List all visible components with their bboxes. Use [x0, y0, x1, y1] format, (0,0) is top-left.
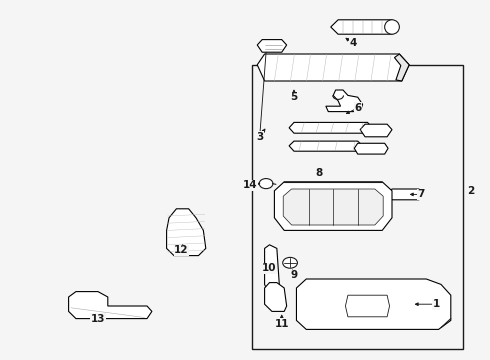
- Polygon shape: [326, 90, 363, 112]
- Circle shape: [283, 257, 297, 268]
- Polygon shape: [283, 189, 383, 225]
- Polygon shape: [69, 292, 152, 319]
- Polygon shape: [360, 124, 392, 137]
- Polygon shape: [167, 209, 206, 256]
- Polygon shape: [274, 182, 392, 230]
- Bar: [252, 65, 463, 349]
- Text: 3: 3: [256, 132, 263, 142]
- Polygon shape: [354, 143, 388, 154]
- Text: 12: 12: [174, 245, 189, 255]
- Polygon shape: [265, 245, 279, 290]
- Polygon shape: [289, 122, 372, 133]
- Polygon shape: [394, 54, 409, 81]
- Text: 8: 8: [315, 168, 322, 178]
- Circle shape: [259, 179, 273, 189]
- Text: 5: 5: [291, 92, 297, 102]
- Ellipse shape: [385, 20, 399, 34]
- Text: 11: 11: [274, 319, 289, 329]
- Polygon shape: [289, 141, 363, 151]
- Text: 6: 6: [354, 103, 361, 113]
- Text: 1: 1: [433, 299, 440, 309]
- Polygon shape: [257, 40, 287, 52]
- Polygon shape: [257, 54, 409, 81]
- Text: 7: 7: [417, 189, 425, 199]
- Polygon shape: [296, 279, 451, 329]
- Text: 9: 9: [291, 270, 297, 280]
- Text: 13: 13: [91, 314, 105, 324]
- Polygon shape: [265, 283, 287, 311]
- Text: 4: 4: [349, 38, 357, 48]
- Polygon shape: [331, 20, 399, 34]
- Text: 10: 10: [262, 263, 277, 273]
- Text: 2: 2: [467, 186, 474, 196]
- Text: 14: 14: [243, 180, 257, 190]
- Polygon shape: [389, 189, 422, 200]
- Polygon shape: [345, 295, 390, 317]
